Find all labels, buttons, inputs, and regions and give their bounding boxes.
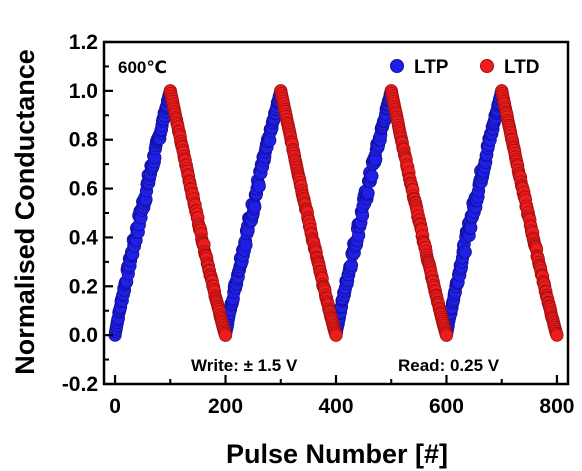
read-annotation: Read: 0.25 V [398, 356, 500, 375]
y-tick-label: -0.2 [62, 373, 98, 396]
legend: LTP LTD [390, 57, 540, 78]
data-points [108, 84, 564, 342]
tick-labels: 0 200 400 600 800 -0.2 0.0 0.2 0.4 0.6 0.8 1.0 1.2 [62, 31, 575, 418]
ltd-point [329, 328, 343, 342]
legend-label-ltp: LTP [414, 57, 449, 78]
y-tick-label: 1.0 [69, 80, 98, 103]
legend-label-ltd: LTD [504, 57, 540, 78]
x-tick-label: 200 [208, 395, 243, 418]
legend-marker-ltp [390, 59, 404, 73]
y-tick-label: 0.8 [69, 129, 99, 152]
y-tick-label: 0.6 [69, 178, 98, 201]
ltp-point [361, 186, 375, 200]
x-tick-label: 0 [109, 395, 121, 418]
ltd-point [218, 328, 233, 342]
ltp-point [248, 200, 262, 214]
write-annotation: Write: ± 1.5 V [191, 356, 298, 375]
y-tick-label: 0.2 [69, 275, 98, 298]
legend-marker-ltd [480, 59, 494, 73]
ltp-point [239, 238, 253, 252]
y-axis-title: Normalised Conductance [10, 49, 40, 375]
x-axis-title: Pulse Number [#] [226, 439, 448, 469]
ltp-point [458, 245, 472, 259]
ltp-point [365, 169, 379, 183]
ltp-point [252, 179, 266, 193]
temperature-annotation: 600℃ [118, 58, 167, 77]
ticks [104, 40, 559, 386]
ltd-point [550, 328, 564, 342]
x-tick-label: 600 [429, 395, 464, 418]
y-tick-label: 0.4 [69, 226, 99, 249]
ltd-point [439, 328, 454, 342]
x-tick-label: 800 [539, 395, 574, 418]
y-tick-label: 1.2 [69, 31, 98, 54]
x-tick-label: 400 [318, 395, 353, 418]
y-tick-label: 0.0 [69, 324, 98, 347]
